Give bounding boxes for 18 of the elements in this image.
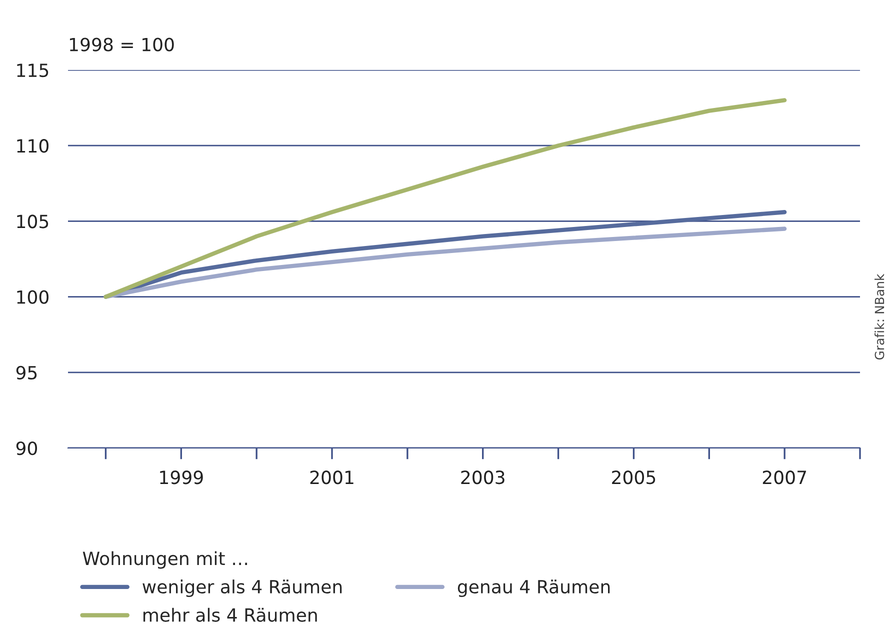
legend-title: Wohnungen mit … — [82, 551, 248, 569]
text: Grafik: NBank — [874, 274, 884, 360]
legend-label: genau 4 Räumen — [458, 580, 610, 598]
y-tick-label: 105 — [17, 214, 48, 228]
x-tick-label: 2003 — [461, 470, 504, 484]
legend-label: weniger als 4 Räumen — [142, 580, 342, 598]
x-tick-label: 2007 — [762, 470, 806, 484]
x-tick-label: 2001 — [310, 470, 354, 484]
line-series — [104, 98, 787, 299]
legend-label: mehr als 4 Räumen — [143, 608, 317, 622]
y-tick-label: 100 — [17, 290, 48, 304]
y-axis-title: 1998 = 100 — [70, 38, 174, 52]
x-tick-label: 2005 — [612, 470, 656, 484]
x-tick-label: 1999 — [160, 470, 203, 484]
y-tick-label: 110 — [17, 139, 48, 153]
y-tick-label: 115 — [17, 64, 48, 78]
y-tick-label: 95 — [16, 366, 37, 380]
y-tick-label: 90 — [16, 441, 37, 456]
